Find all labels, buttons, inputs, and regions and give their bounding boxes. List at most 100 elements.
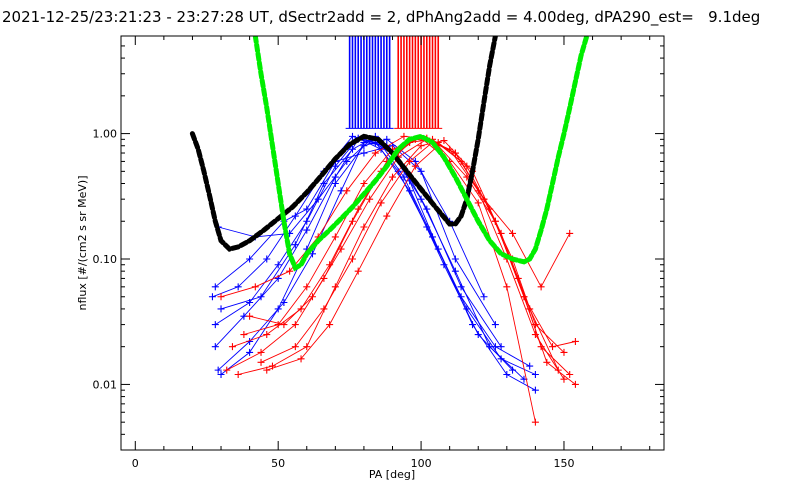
series-line-1 — [214, 138, 536, 375]
data-point-5-0 — [217, 370, 225, 378]
data-point-13-4 — [377, 199, 385, 207]
data-point-8-0 — [223, 366, 231, 374]
data-point-13-11 — [566, 229, 574, 237]
plot-frame — [120, 35, 665, 451]
marker-group-red — [394, 36, 443, 129]
x-tick-label-0: 0 — [132, 457, 139, 470]
data-point-15-4 — [383, 212, 391, 220]
data-point-10-2 — [286, 267, 294, 275]
data-point-3-2 — [274, 261, 282, 269]
data-point-15-3 — [354, 267, 362, 275]
data-point-7-9 — [497, 343, 505, 351]
data-point-11-0 — [234, 370, 242, 378]
data-point-9-8 — [463, 162, 471, 170]
plot-area — [189, 36, 590, 426]
data-point-1-11 — [531, 370, 539, 378]
data-point-7-2 — [291, 241, 299, 249]
data-point-12-3 — [337, 245, 345, 253]
series-line-13 — [260, 141, 571, 363]
data-point-9-11 — [543, 358, 551, 366]
data-point-2-2 — [263, 255, 271, 263]
data-point-10-12 — [560, 348, 568, 356]
data-point-3-3 — [303, 217, 311, 225]
data-point-5-5 — [360, 142, 368, 150]
data-point-5-2 — [274, 305, 282, 313]
data-point-10-0 — [217, 293, 225, 301]
data-point-9-0 — [228, 343, 236, 351]
data-point-13-5 — [406, 157, 414, 165]
data-point-0-11 — [531, 386, 539, 394]
series-line-10 — [220, 135, 565, 353]
data-point-5-6 — [383, 135, 391, 143]
data-point-8-2 — [291, 321, 299, 329]
data-point-9-2 — [297, 305, 305, 313]
data-point-4-4 — [343, 157, 351, 165]
data-point-5-1 — [246, 348, 254, 356]
axes: 0 50 100 150 0.01 0.10 1.00 — [93, 36, 664, 470]
series-green-17 — [252, 36, 590, 272]
series-line-15 — [266, 145, 576, 371]
data-point-15-0 — [263, 366, 271, 374]
series-line-12 — [249, 138, 565, 380]
chart-title: 2021-12-25/23:21:23 - 23:27:28 UT, dSect… — [2, 8, 761, 26]
series-blue-5 — [217, 135, 488, 378]
data-point-13-2 — [320, 305, 328, 313]
data-point-8-12 — [566, 370, 574, 378]
data-point-13-9 — [509, 229, 517, 237]
data-point-3-9 — [474, 331, 482, 339]
data-point-14-9 — [503, 283, 511, 291]
data-point-9-4 — [354, 205, 362, 213]
data-point-7-8 — [457, 283, 465, 291]
data-point-10-4 — [343, 187, 351, 195]
data-point-6-0 — [211, 283, 219, 291]
data-point-0-3 — [308, 250, 316, 258]
data-point-15-8 — [491, 217, 499, 225]
data-point-2-0 — [208, 293, 216, 301]
data-point-10-6 — [400, 132, 408, 140]
series-line-7 — [220, 135, 502, 347]
data-point-0-10 — [503, 370, 511, 378]
series-red-15 — [263, 142, 579, 374]
series-line-5 — [220, 138, 485, 375]
data-point-6-5 — [360, 149, 368, 157]
marker-group-blue — [345, 36, 394, 129]
data-point-11-5 — [389, 173, 396, 181]
data-point-15-1 — [297, 355, 305, 363]
data-point-13-1 — [291, 343, 299, 351]
data-point-15-9 — [520, 293, 528, 301]
data-point-13-8 — [480, 195, 488, 203]
y-axis-label: nflux [#/(cm2 s sr MeV)] — [76, 176, 89, 311]
series-blue-1 — [211, 135, 539, 378]
data-point-15-10 — [549, 343, 557, 351]
data-point-13-3 — [348, 255, 356, 263]
series-line-17 — [252, 36, 590, 272]
x-tick-label-2: 100 — [411, 457, 432, 470]
data-point-11-4 — [360, 223, 368, 231]
data-point-8-1 — [257, 348, 265, 356]
data-point-5-4 — [331, 180, 339, 187]
data-point-2-11 — [526, 362, 534, 370]
y-tick-label-1: 0.10 — [93, 253, 118, 266]
y-tick-label-0: 0.01 — [93, 378, 118, 391]
data-point-9-1 — [263, 331, 271, 339]
data-point-12-0 — [246, 312, 254, 320]
series-line-14 — [243, 137, 536, 423]
data-point-4-9 — [486, 343, 494, 351]
data-point-12-10 — [531, 331, 539, 339]
data-point-9-12 — [571, 380, 579, 388]
data-point-3-8 — [440, 261, 448, 269]
data-point-14-4 — [360, 180, 368, 187]
data-point-13-10 — [537, 283, 545, 291]
data-point-6-8 — [451, 255, 459, 263]
data-point-7-1 — [257, 293, 265, 301]
data-point-10-1 — [251, 283, 259, 291]
data-point-14-0 — [240, 331, 248, 339]
data-point-7-7 — [423, 205, 431, 213]
series-red-14 — [240, 134, 539, 426]
data-point-12-2 — [308, 293, 316, 301]
data-point-3-0 — [211, 321, 219, 329]
series-line-6 — [215, 145, 496, 325]
y-tick-label-2: 1.00 — [93, 128, 118, 141]
data-point-7-4 — [348, 145, 356, 153]
data-point-10-11 — [531, 321, 539, 329]
